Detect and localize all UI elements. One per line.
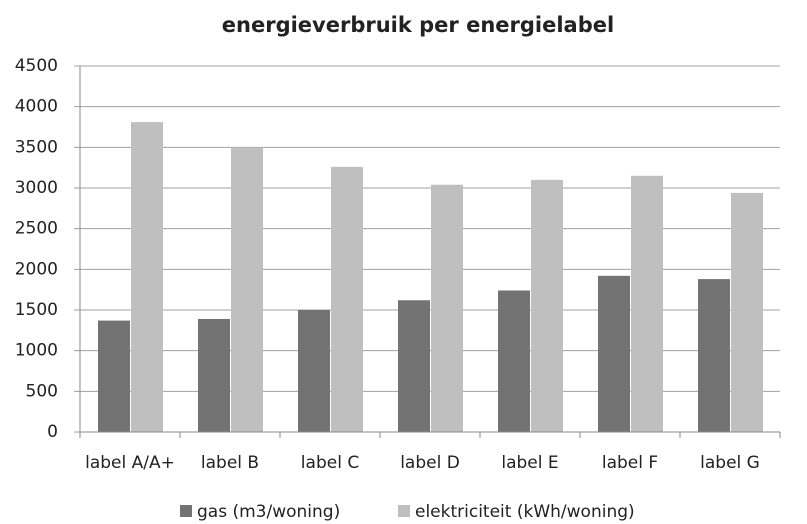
x-tick-label: label E (501, 453, 558, 473)
x-tick-label: label C (301, 453, 359, 473)
y-tick-label: 1500 (15, 300, 58, 320)
x-tick-label: label D (400, 453, 460, 473)
bar (331, 166, 363, 432)
y-tick-label: 1000 (15, 341, 58, 361)
bar (531, 179, 563, 432)
bar (131, 122, 163, 433)
y-tick-label: 4500 (15, 56, 58, 76)
bar (431, 184, 463, 432)
x-tick-label: label F (602, 453, 658, 473)
bar (231, 147, 263, 433)
legend-swatch (180, 505, 192, 517)
legend-swatch (398, 505, 410, 517)
x-tick-label: label A/A+ (85, 453, 175, 473)
bar (398, 300, 430, 432)
y-tick-label: 4000 (15, 97, 58, 117)
bar (98, 320, 130, 432)
bar (631, 175, 663, 433)
bar (598, 275, 630, 432)
bar (731, 192, 763, 432)
x-tick-label: label B (201, 453, 259, 473)
y-tick-label: 3000 (15, 178, 58, 198)
x-tick-label: label G (700, 453, 760, 473)
bar (498, 290, 530, 432)
legend-label: elektriciteit (kWh/woning) (415, 502, 635, 522)
bar (198, 318, 230, 432)
y-tick-label: 3500 (15, 137, 58, 157)
legend-label: gas (m3/woning) (197, 502, 340, 522)
bar (298, 310, 330, 432)
y-tick-label: 0 (47, 422, 58, 442)
y-tick-label: 500 (26, 381, 58, 401)
chart-title: energieverbruik per energielabel (222, 13, 614, 37)
bar (698, 279, 730, 432)
y-tick-label: 2000 (15, 259, 58, 279)
y-tick-label: 2500 (15, 219, 58, 239)
